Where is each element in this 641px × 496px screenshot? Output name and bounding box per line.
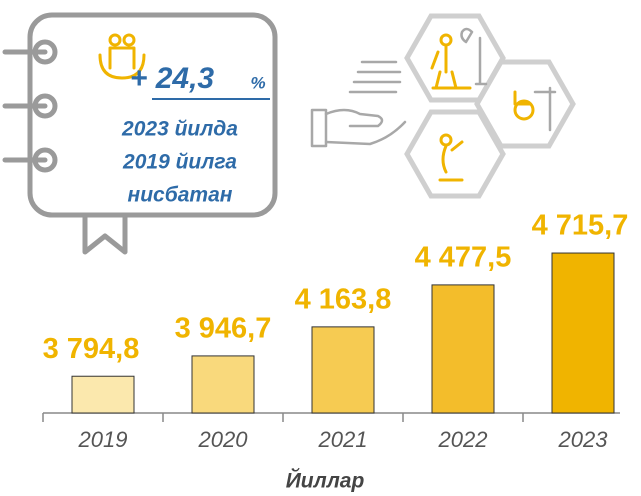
- x-tick-label: 2019: [78, 427, 128, 452]
- hand-money-icon: [310, 60, 407, 148]
- value-label: 3 794,8: [43, 333, 140, 365]
- value-label: 4 715,7: [532, 210, 629, 242]
- notebook-icon: [2, 12, 278, 255]
- hexagon-icons: [404, 13, 576, 199]
- x-tick-label: 2021: [318, 427, 368, 452]
- change-value: + 24,3: [130, 62, 215, 95]
- x-tick-label: 2020: [198, 427, 249, 452]
- value-label: 4 477,5: [415, 242, 512, 274]
- note-line: нисбатан: [128, 184, 233, 207]
- note-line: 2019 йилга: [122, 151, 237, 174]
- bar: [191, 355, 255, 414]
- value-label: 3 946,7: [175, 313, 272, 345]
- bar: [311, 326, 375, 414]
- x-tick-label: 2022: [438, 427, 488, 452]
- bar: [551, 252, 615, 414]
- x-axis-label: Йиллар: [286, 469, 365, 493]
- note-line: 2023 йилда: [121, 118, 238, 141]
- value-label: 4 163,8: [295, 284, 392, 316]
- bar: [71, 375, 135, 414]
- bar: [431, 284, 495, 414]
- x-tick-label: 2023: [558, 427, 609, 452]
- change-unit: %: [250, 73, 265, 92]
